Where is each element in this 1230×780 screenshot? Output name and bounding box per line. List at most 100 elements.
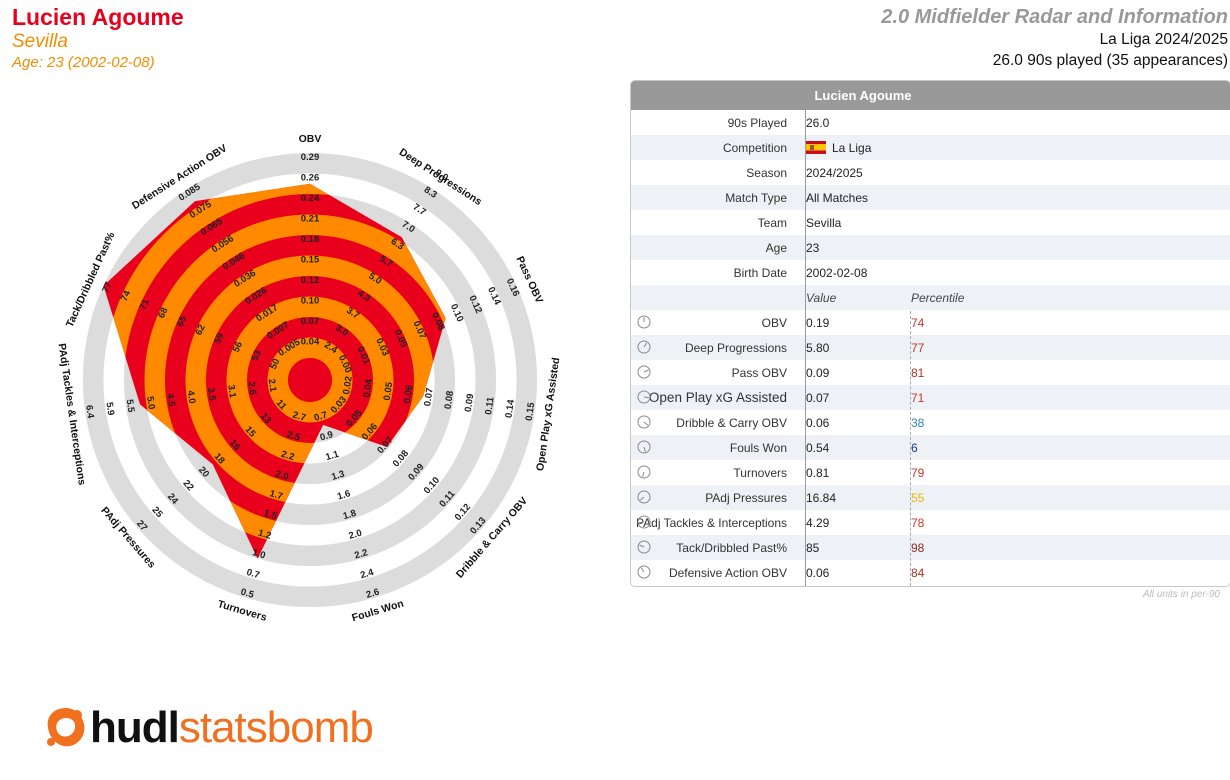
metric-row: PAdj Tackles & Interceptions 4.29 78 — [631, 510, 1230, 535]
tick-label: 0.06 — [402, 384, 416, 404]
team-name: Sevilla — [12, 31, 68, 52]
info-label: Competition — [722, 140, 787, 155]
clock-icon — [637, 465, 651, 479]
info-value: 23 — [796, 241, 901, 255]
tick-label: 2.1 — [266, 378, 279, 393]
metric-row: Dribble & Carry OBV 0.06 38 — [631, 410, 1230, 435]
metric-percentile: 74 — [911, 315, 925, 330]
tick-label: 2.6 — [365, 587, 381, 601]
info-label: Age — [765, 240, 787, 255]
tick-label: 0.09 — [463, 393, 477, 413]
tick-label: 5.9 — [103, 401, 116, 416]
tick-label: 0.24 — [301, 193, 320, 204]
tick-label: 1.6 — [336, 488, 352, 502]
metric-value: 0.07 — [806, 390, 830, 405]
metric-label: Deep Progressions — [684, 340, 787, 355]
tick-label: 3.1 — [225, 384, 238, 399]
info-label: 90s Played — [727, 115, 787, 130]
competition-season: La Liga 2024/2025 — [1099, 31, 1228, 48]
info-value: La Liga — [796, 141, 901, 155]
tick-label: 0.12 — [301, 275, 320, 286]
clock-icon — [637, 315, 651, 329]
metric-label: Fouls Won — [729, 440, 787, 455]
metric-row: Turnovers 0.81 79 — [631, 460, 1230, 485]
tick-label: 68 — [156, 306, 170, 320]
info-row: Match Type All Matches — [631, 185, 1230, 210]
info-value: All Matches — [796, 191, 901, 205]
grid-ring — [82, 152, 538, 608]
tick-label: 0.26 — [301, 172, 320, 183]
metric-value: 0.81 — [806, 465, 830, 480]
metric-value: 0.54 — [806, 440, 830, 455]
logo-wordmark: hudlstatsbomb — [90, 703, 374, 753]
metric-label: PAdj Pressures — [705, 490, 787, 505]
clock-icon — [637, 365, 651, 379]
metric-row: Fouls Won 0.54 6 — [631, 435, 1230, 460]
column-divider-dashed — [910, 311, 911, 586]
info-value: Sevilla — [796, 216, 901, 230]
clock-icon — [637, 340, 651, 354]
axis-label: OBV — [299, 133, 322, 145]
metric-percentile: 55 — [911, 490, 925, 505]
clock-icon — [637, 440, 651, 454]
metric-percentile: 77 — [911, 340, 925, 355]
tick-label: 1.1 — [324, 449, 340, 463]
tick-label: 0.08 — [443, 390, 457, 410]
info-label: Birth Date — [733, 265, 787, 280]
tick-label: 2.5 — [286, 429, 302, 443]
tick-label: 50 — [268, 357, 282, 371]
tick-label: 1.8 — [342, 508, 358, 522]
info-value: 2024/2025 — [796, 166, 901, 180]
metric-value: 85 — [806, 540, 820, 555]
value-header: Value — [806, 290, 837, 305]
metric-row: Open Play xG Assisted 0.07 71 — [631, 385, 1230, 410]
tick-label: 0.7 — [245, 567, 261, 581]
tick-label: 0.21 — [301, 213, 320, 224]
axis-label: Open Play xG Assisted — [534, 357, 562, 472]
tick-label: 2.4 — [359, 567, 375, 581]
info-row: Age 23 — [631, 235, 1230, 260]
metric-row: Defensive Action OBV 0.06 84 — [631, 560, 1230, 585]
tick-label: 0.5 — [239, 587, 255, 601]
metric-header-row: Value Percentile — [631, 285, 1230, 310]
metric-value: 16.84 — [806, 490, 837, 505]
tick-label: 0.07 — [422, 387, 436, 407]
tick-label: 62 — [193, 323, 207, 337]
tick-label: 6.4 — [83, 404, 96, 419]
metric-value: 0.19 — [806, 315, 830, 330]
tick-label: 2.7 — [291, 410, 307, 424]
info-label: Team — [757, 215, 787, 230]
metric-value: 0.09 — [806, 365, 830, 380]
info-value-text: 26.0 — [806, 115, 830, 130]
info-label: Season — [746, 165, 787, 180]
tick-label: 65 — [175, 314, 190, 329]
tick-label: 4.5 — [164, 393, 177, 408]
tick-label: 5.5 — [124, 399, 137, 414]
radar-chart: 0.04 0.07 0.10 0.12 0.15 0.18 0.21 0.24 0.26 0.29… — [56, 133, 563, 625]
tick-label: 0.15 — [301, 254, 320, 265]
info-table: Lucien Agoume 90s Played 26.0 Competition L… — [630, 80, 1230, 587]
tick-label: 1.2 — [257, 528, 273, 542]
tick-label: 0.05 — [382, 381, 396, 402]
info-row: Season 2024/2025 — [631, 160, 1230, 185]
table-header: Lucien Agoume — [631, 81, 1230, 110]
metric-row: OBV 0.19 74 — [631, 310, 1230, 335]
info-value: 26.0 — [796, 116, 901, 130]
metric-percentile: 71 — [911, 390, 925, 405]
tick-label: 71 — [138, 297, 153, 312]
age-line: Age: 23 (2002-02-08) — [12, 54, 155, 71]
tick-label: 5.0 — [144, 396, 157, 411]
metric-row: PAdj Pressures 16.84 55 — [631, 485, 1230, 510]
tick-label: 0.9 — [319, 429, 335, 443]
info-value-text: La Liga — [832, 140, 872, 155]
metric-label: Turnovers — [733, 465, 787, 480]
info-value-text: Sevilla — [806, 215, 842, 230]
tick-label: 0.04 — [361, 378, 375, 399]
tick-label: 77 — [100, 280, 114, 294]
tick-label: 74 — [119, 288, 134, 303]
radar-header: 2.0 Midfielder Radar and Information La … — [881, 5, 1228, 71]
tick-label: 0.7 — [313, 410, 329, 424]
tick-label: 2.2 — [353, 547, 369, 561]
metric-value: 5.80 — [806, 340, 830, 355]
clock-icon — [637, 565, 651, 579]
